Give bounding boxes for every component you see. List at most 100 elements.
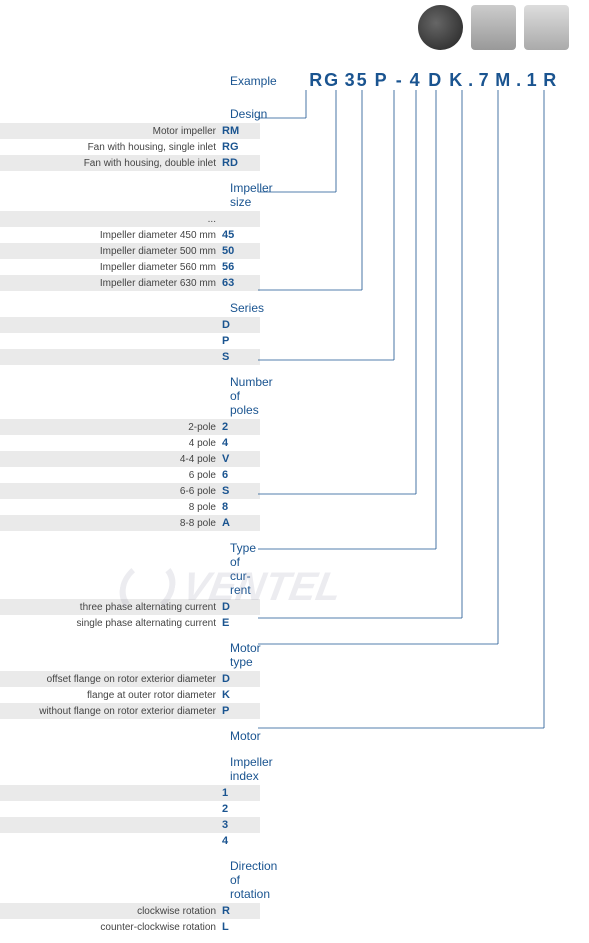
table-row: Impeller diameter 560 mm56 xyxy=(0,259,260,275)
row-label: 8-8 pole xyxy=(0,518,222,529)
row-code: 45 xyxy=(222,229,252,241)
watermark-logo-icon xyxy=(115,560,180,615)
section-header: Impellersize xyxy=(0,179,260,211)
code-part-current: D xyxy=(425,70,447,91)
row-code: 56 xyxy=(222,261,252,273)
table-row: S xyxy=(0,349,260,365)
code-part-num: 1 xyxy=(525,70,541,91)
table-row: 4-4 poleV xyxy=(0,451,260,467)
row-label: Impeller diameter 560 mm xyxy=(0,262,222,273)
table-row: 4 pole4 xyxy=(0,435,260,451)
row-label: Impeller diameter 450 mm xyxy=(0,230,222,241)
row-code: K xyxy=(222,689,252,701)
sections-list: DesignMotor impellerRMFan with housing, … xyxy=(0,105,260,943)
table-row: 8-8 poleA xyxy=(0,515,260,531)
row-code: 2 xyxy=(222,421,252,433)
section-header: Motor type xyxy=(0,639,260,671)
table-row: Fan with housing, single inletRG xyxy=(0,139,260,155)
row-label: Fan with housing, double inlet xyxy=(0,158,222,169)
table-row: 8 pole8 xyxy=(0,499,260,515)
table-row: clockwise rotationR xyxy=(0,903,260,919)
row-code: 4 xyxy=(222,437,252,449)
row-code: 63 xyxy=(222,277,252,289)
section-header: Series xyxy=(0,299,260,317)
table-row: single phase alternating currentE xyxy=(0,615,260,631)
code-part-rotation: R xyxy=(541,70,561,91)
code-part-dot1: . xyxy=(467,70,477,91)
row-code: RD xyxy=(222,157,252,169)
row-label: offset flange on rotor exterior diameter xyxy=(0,674,222,685)
row-code: 4 xyxy=(222,835,252,847)
example-label: Example xyxy=(230,74,277,88)
code-part-series: P xyxy=(371,70,393,91)
code-part-poles: 4 xyxy=(407,70,425,91)
row-code: 6 xyxy=(222,469,252,481)
table-row: 4 xyxy=(0,833,260,849)
table-row: flange at outer rotor diameterK xyxy=(0,687,260,703)
table-row: 2 xyxy=(0,801,260,817)
fan-images xyxy=(418,5,569,50)
row-label: flange at outer rotor diameter xyxy=(0,690,222,701)
row-code: P xyxy=(222,335,252,347)
row-code: RG xyxy=(222,141,252,153)
row-code: 2 xyxy=(222,803,252,815)
table-row: without flange on rotor exterior diamete… xyxy=(0,703,260,719)
watermark-text: VENTEL xyxy=(179,565,345,610)
row-code: 3 xyxy=(222,819,252,831)
table-row: D xyxy=(0,317,260,333)
table-row: P xyxy=(0,333,260,349)
section-header: Number ofpoles xyxy=(0,373,260,419)
section-header: Impeller index xyxy=(0,753,260,785)
example-code-row: Example RG 35 P - 4 D K . 7 M . 1 R xyxy=(230,70,561,91)
row-code: D xyxy=(222,673,252,685)
fan-image-1 xyxy=(418,5,463,50)
row-label: 4-4 pole xyxy=(0,454,222,465)
row-label: Impeller diameter 500 mm xyxy=(0,246,222,257)
row-code: E xyxy=(222,617,252,629)
row-code: 50 xyxy=(222,245,252,257)
row-label: 8 pole xyxy=(0,502,222,513)
row-code: R xyxy=(222,905,252,917)
table-row: Fan with housing, double inletRD xyxy=(0,155,260,171)
table-row: counter-clockwise rotationL xyxy=(0,919,260,935)
row-code: P xyxy=(222,705,252,717)
table-row: Impeller diameter 500 mm50 xyxy=(0,243,260,259)
code-part-motortype: K xyxy=(447,70,467,91)
table-row: offset flange on rotor exterior diameter… xyxy=(0,671,260,687)
row-code: D xyxy=(222,319,252,331)
table-row: Motor impellerRM xyxy=(0,123,260,139)
table-row: 2-pole2 xyxy=(0,419,260,435)
row-label: ... xyxy=(0,214,222,225)
section-header: Motor xyxy=(0,727,260,745)
table-row: 1 xyxy=(0,785,260,801)
code-part-motor: 7 xyxy=(477,70,493,91)
row-label: 6 pole xyxy=(0,470,222,481)
fan-image-2 xyxy=(471,5,516,50)
row-code: RM xyxy=(222,125,252,137)
table-row: 3 xyxy=(0,817,260,833)
row-label: Fan with housing, single inlet xyxy=(0,142,222,153)
row-label: 4 pole xyxy=(0,438,222,449)
code-part-dash: - xyxy=(393,70,407,91)
code-part-size: 35 xyxy=(343,70,371,91)
row-code: L xyxy=(222,921,252,933)
row-label: without flange on rotor exterior diamete… xyxy=(0,706,222,717)
row-code: A xyxy=(222,517,252,529)
row-label: Impeller diameter 630 mm xyxy=(0,278,222,289)
row-code: S xyxy=(222,485,252,497)
row-code: S xyxy=(222,351,252,363)
row-label: Motor impeller xyxy=(0,126,222,137)
code-part-dot2: . xyxy=(515,70,525,91)
fan-image-3 xyxy=(524,5,569,50)
row-code: 8 xyxy=(222,501,252,513)
row-label: 2-pole xyxy=(0,422,222,433)
row-code: 1 xyxy=(222,787,252,799)
table-row: 6 pole6 xyxy=(0,467,260,483)
row-label: counter-clockwise rotation xyxy=(0,922,222,933)
row-code: V xyxy=(222,453,252,465)
watermark: VENTEL xyxy=(115,560,345,615)
code-parts: RG 35 P - 4 D K . 7 M . 1 R xyxy=(307,70,561,91)
table-row: Impeller diameter 450 mm45 xyxy=(0,227,260,243)
row-label: clockwise rotation xyxy=(0,906,222,917)
row-label: single phase alternating current xyxy=(0,618,222,629)
